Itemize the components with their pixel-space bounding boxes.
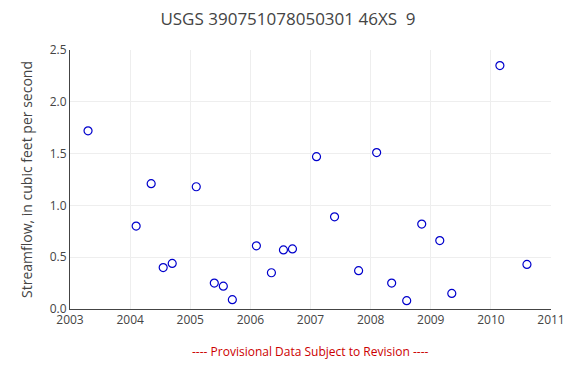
svg-text:2005: 2005 xyxy=(177,311,205,328)
svg-text:2010: 2010 xyxy=(477,311,505,328)
svg-text:2011: 2011 xyxy=(537,311,564,328)
svg-text:2003: 2003 xyxy=(56,311,84,328)
svg-text:1.0: 1.0 xyxy=(50,197,67,214)
svg-text:2007: 2007 xyxy=(297,311,325,328)
svg-text:2009: 2009 xyxy=(417,311,445,328)
svg-text:2.5: 2.5 xyxy=(50,41,67,58)
svg-text:2006: 2006 xyxy=(237,311,265,328)
svg-text:0.0: 0.0 xyxy=(50,300,67,317)
svg-text:2.0: 2.0 xyxy=(50,93,67,110)
svg-text:0.5: 0.5 xyxy=(50,248,67,265)
svg-text:1.5: 1.5 xyxy=(50,145,67,162)
svg-text:2004: 2004 xyxy=(116,311,144,328)
svg-text:Streamflow, in cubic feet per: Streamflow, in cubic feet per second xyxy=(17,61,36,298)
svg-text:2008: 2008 xyxy=(357,311,385,328)
svg-text:---- Provisional Data Subject: ---- Provisional Data Subject to Revisio… xyxy=(192,343,429,360)
svg-text:USGS 390751078050301 46XS 9: USGS 390751078050301 46XS 9 xyxy=(160,7,415,30)
